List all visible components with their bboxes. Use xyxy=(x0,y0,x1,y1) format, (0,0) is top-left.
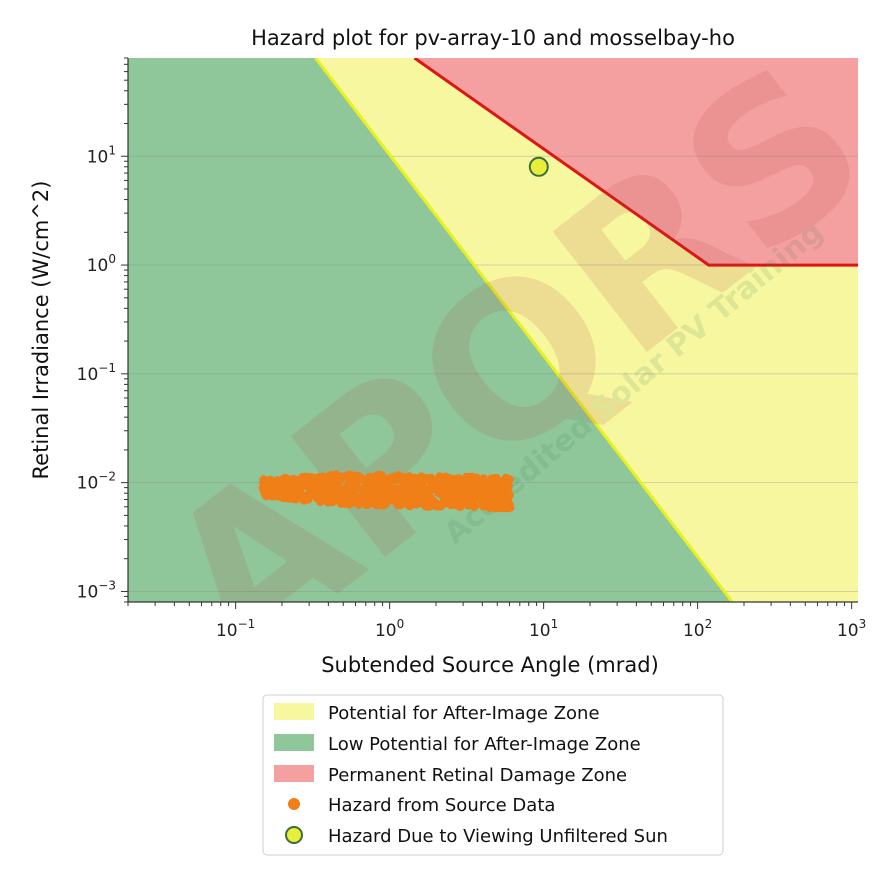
source-data-point xyxy=(370,485,379,495)
source-data-point xyxy=(400,491,409,501)
y-tick-label-1: 10−2 xyxy=(77,470,116,494)
legend-marker-sun xyxy=(285,826,303,844)
x-axis-title: Subtended Source Angle (mrad) xyxy=(321,653,659,677)
source-data-point xyxy=(327,484,336,493)
source-data-point xyxy=(441,472,451,481)
source-data-point xyxy=(468,485,477,494)
source-data-point xyxy=(505,475,514,484)
retinal-damage-boundary-line xyxy=(413,58,858,267)
legend-label-sun: Hazard Due to Viewing Unfiltered Sun xyxy=(328,826,668,847)
source-data-point xyxy=(491,473,500,483)
source-data-point xyxy=(497,488,506,497)
legend-box xyxy=(262,694,724,856)
x-axis-ticks: 10−1 100 101 102 103 xyxy=(127,602,866,641)
source-data-point xyxy=(389,476,398,485)
source-data-point xyxy=(410,473,419,482)
legend-swatch-potential-after-image xyxy=(274,703,314,720)
source-data-point xyxy=(415,481,424,490)
source-data-point xyxy=(472,478,481,487)
source-data-point xyxy=(265,479,275,488)
source-data-point xyxy=(456,480,466,489)
source-data-point xyxy=(407,486,416,496)
legend-label-source-data: Hazard from Source Data xyxy=(328,795,555,816)
source-data-point xyxy=(404,500,413,510)
source-data-point xyxy=(348,471,357,480)
after-image-boundary-line xyxy=(314,58,734,602)
source-data-point xyxy=(294,490,303,500)
source-data-points xyxy=(258,470,515,513)
source-data-point xyxy=(362,478,371,487)
zone-low-potential-after-image xyxy=(128,58,733,602)
y-tick-label-4: 101 xyxy=(87,143,116,167)
chart-title: Hazard plot for pv-array-10 and mosselba… xyxy=(251,26,735,50)
legend-swatch-low-potential xyxy=(274,734,314,751)
source-data-point xyxy=(262,491,271,501)
plot-area: APQRS Accredited Solar PV Training xyxy=(128,58,858,602)
x-tick-label-2: 101 xyxy=(529,617,558,641)
legend-label-low-potential: Low Potential for After-Image Zone xyxy=(328,734,641,755)
y-tick-label-0: 10−3 xyxy=(77,578,116,602)
source-data-point xyxy=(435,472,444,481)
source-data-point xyxy=(489,492,499,501)
y-tick-label-2: 10−1 xyxy=(77,361,116,385)
source-data-point xyxy=(418,473,428,482)
source-data-point xyxy=(416,495,425,504)
source-data-point xyxy=(390,493,399,502)
x-tick-label-4: 103 xyxy=(837,617,866,641)
legend-swatch-retinal-damage xyxy=(274,765,314,782)
source-data-point xyxy=(352,492,361,502)
y-axis-ticks: 10−3 10−2 10−1 100 101 xyxy=(77,57,128,603)
source-data-point xyxy=(506,503,515,512)
source-data-point xyxy=(436,489,445,498)
source-data-point xyxy=(380,497,389,506)
source-data-point xyxy=(431,478,441,487)
source-data-point xyxy=(338,472,347,481)
source-data-point xyxy=(451,474,461,483)
source-data-point xyxy=(449,482,459,491)
source-data-point xyxy=(381,483,391,492)
source-data-point xyxy=(456,491,465,501)
source-data-point xyxy=(484,482,493,491)
source-data-point xyxy=(436,500,445,509)
x-tick-label-1: 100 xyxy=(375,617,404,641)
source-data-point xyxy=(321,495,331,505)
source-data-point xyxy=(393,501,402,510)
source-data-point xyxy=(335,485,344,495)
source-data-point xyxy=(397,476,406,486)
x-tick-label-0: 10−1 xyxy=(216,617,255,641)
y-axis-title: Retinal Irradiance (W/cm^2) xyxy=(29,181,53,480)
legend-marker-source-data xyxy=(288,798,300,810)
source-data-point xyxy=(489,501,498,511)
source-data-point xyxy=(273,478,282,487)
source-data-point xyxy=(302,481,311,491)
source-data-point xyxy=(354,500,364,509)
source-data-point xyxy=(465,498,474,507)
legend-label-potential-after-image: Potential for After-Image Zone xyxy=(328,703,600,724)
source-data-point xyxy=(259,477,268,487)
zone-permanent-retinal-damage xyxy=(414,58,858,266)
source-data-point xyxy=(340,493,349,502)
x-tick-label-3: 102 xyxy=(683,617,712,641)
source-data-point xyxy=(305,473,314,482)
source-data-point xyxy=(462,472,471,482)
legend-label-retinal-damage: Permanent Retinal Damage Zone xyxy=(328,765,627,786)
source-data-point xyxy=(362,497,371,506)
source-data-point xyxy=(352,484,361,493)
sun-hazard-marker xyxy=(528,156,549,177)
source-data-point xyxy=(363,487,372,496)
source-data-point xyxy=(270,491,279,501)
source-data-point xyxy=(279,487,289,496)
source-data-point xyxy=(323,473,332,482)
y-tick-label-3: 100 xyxy=(87,252,116,276)
source-data-point xyxy=(380,476,389,486)
legend: Potential for After-Image Zone Low Poten… xyxy=(262,694,724,856)
source-data-point xyxy=(475,495,484,504)
source-data-point xyxy=(291,479,300,489)
